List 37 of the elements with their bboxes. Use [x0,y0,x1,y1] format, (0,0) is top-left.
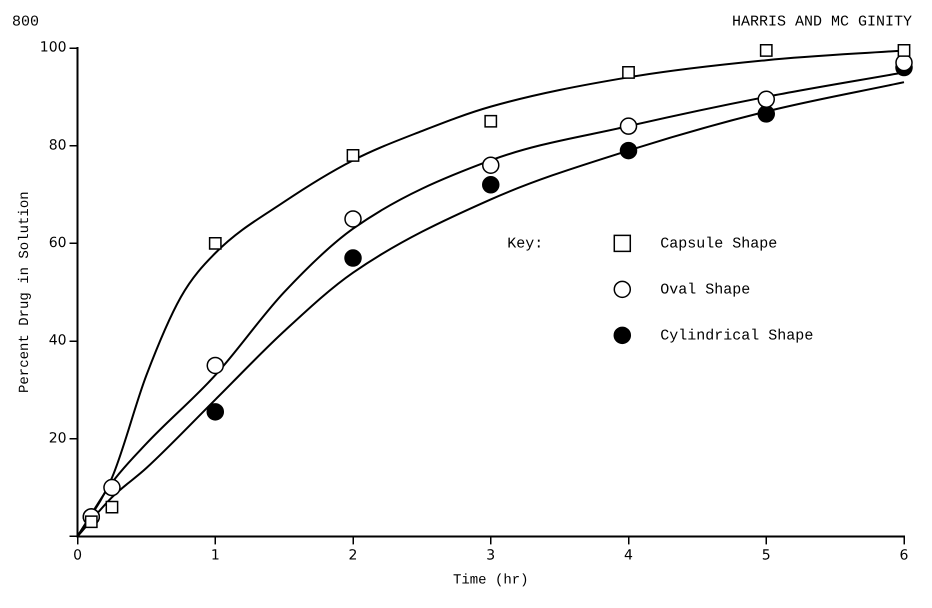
point [482,176,500,194]
legend-label: Oval Shape [660,281,750,298]
x-tick-label: 6 [900,547,909,564]
point [758,90,776,108]
point [760,44,773,57]
x-tick-label: 1 [210,547,220,564]
point [206,403,224,421]
y-tick-label: 40 [48,332,67,349]
point [484,114,498,128]
x-tick-label: 3 [486,547,496,564]
point [346,149,360,162]
point [206,356,224,374]
legend-title: Key: [507,235,544,252]
y-tick-label: 60 [48,235,67,251]
point [482,156,500,174]
point [898,44,910,57]
y-tick-label: 20 [48,430,67,446]
y-tick-label: 80 [48,137,67,154]
text: HARRIS AND MC GINITY [732,13,912,30]
text: 800 [12,13,40,30]
x-tick-label: 2 [348,547,358,564]
legend-label: Capsule Shape [660,235,778,252]
point [208,236,222,250]
point [344,249,362,267]
y-axis-title: Percent Drug in Solution [17,191,34,394]
point [103,478,121,496]
point [620,117,638,135]
point [620,142,638,160]
point [622,66,635,79]
x-axis-title: Time (hr) [452,572,529,588]
x-tick-label: 0 [73,547,82,564]
y-tick-label: 100 [40,40,67,56]
x-tick-label: 4 [624,547,634,564]
x-tick-label: 5 [762,547,771,564]
point [758,105,776,123]
legend-label: Cylindrical Shape [660,327,814,344]
point [106,500,118,514]
